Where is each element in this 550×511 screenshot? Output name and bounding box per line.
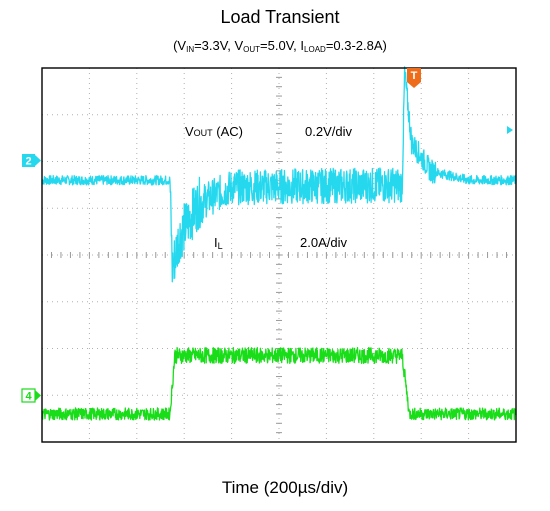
trigger-marker: T [407,68,421,88]
channel-2-marker: 2 [22,154,41,168]
il-scale: 2.0A/div [300,235,347,250]
vout-label: VOUT (AC) [185,124,243,139]
chart-title: Load Transient [220,7,340,27]
scope-traces [41,66,517,421]
channel-4-marker: 4 [21,388,41,403]
svg-text:T: T [411,70,418,82]
vout-trace [41,66,517,283]
vout-scale: 0.2V/div [305,124,352,139]
inductor-current-trace [41,346,517,421]
svg-text:4: 4 [25,391,32,403]
il-label: IL [214,235,223,251]
trigger-level-icon [507,126,513,134]
chart-subtitle: (VIN=3.3V, VOUT=5.0V, ILOAD=0.3-2.8A) [173,38,387,54]
scope-frame [41,67,517,443]
x-axis-label: Time (200µs/div) [221,478,349,497]
svg-text:2: 2 [25,156,31,168]
scope-grid [41,67,517,443]
